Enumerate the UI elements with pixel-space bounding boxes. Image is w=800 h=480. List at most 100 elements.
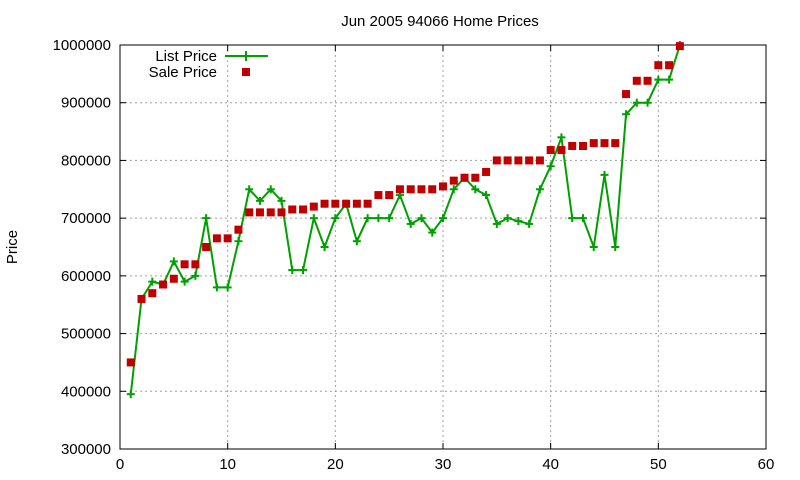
sale-price-point — [234, 225, 243, 234]
list-price-point — [255, 196, 264, 205]
sale-price-point — [632, 76, 641, 85]
legend-marker-sale-price — [242, 68, 250, 76]
list-price-point — [180, 277, 189, 286]
y-tick-label: 1000000 — [53, 37, 111, 54]
sale-price-point — [589, 139, 598, 148]
list-price-point — [126, 390, 135, 399]
y-tick-label: 900000 — [61, 95, 111, 112]
sale-price-point — [385, 191, 394, 200]
list-price-point — [320, 243, 329, 251]
x-tick-label: 0 — [116, 456, 124, 473]
list-price-point — [385, 214, 394, 223]
sale-price-point — [568, 142, 577, 150]
x-tick-label: 50 — [650, 456, 667, 473]
sale-price-point — [159, 280, 168, 289]
list-price-point — [212, 283, 221, 292]
axis-ticks: 0 10 20 30 40 50 60 300000 400000 500000 600000 700… — [53, 37, 775, 473]
sale-price-point — [439, 182, 447, 191]
sale-price-point — [654, 61, 663, 70]
list-price-point — [428, 228, 437, 237]
list-price-point — [363, 214, 372, 223]
sale-price-point — [288, 205, 297, 214]
list-price-point — [245, 185, 254, 194]
sale-price-point — [126, 358, 135, 367]
sale-price-point — [374, 191, 383, 200]
sale-price-point — [665, 61, 674, 70]
list-price-point — [665, 75, 674, 84]
list-price-point — [331, 214, 340, 223]
list-price-point — [503, 214, 512, 223]
sale-price-point — [449, 176, 458, 185]
sale-price-point — [535, 156, 544, 165]
list-price-point — [654, 75, 663, 84]
list-price-point — [643, 98, 652, 107]
list-price-point — [374, 214, 383, 223]
list-price-point — [277, 196, 286, 205]
sale-price-point — [428, 185, 437, 194]
sale-price-point — [525, 156, 534, 165]
sale-price-point — [223, 234, 232, 243]
list-price-point — [578, 214, 587, 223]
sale-price-point — [212, 234, 221, 243]
sale-price-point — [342, 199, 351, 208]
sale-price-point — [578, 142, 587, 150]
list-price-point — [622, 110, 631, 119]
list-price-point — [546, 162, 555, 171]
x-tick-label: 10 — [219, 456, 236, 473]
sale-price-point — [503, 156, 512, 165]
list-price-point — [169, 257, 178, 266]
y-tick-label: 700000 — [61, 210, 111, 227]
list-price-point — [589, 243, 598, 251]
series-layer — [126, 41, 684, 399]
x-tick-label: 60 — [758, 456, 775, 473]
sale-price-point — [299, 205, 308, 214]
list-price-point — [535, 185, 544, 194]
sale-price-point — [137, 294, 146, 303]
sale-price-point — [406, 185, 415, 194]
list-price-point — [352, 237, 361, 246]
list-price-point — [202, 214, 211, 223]
list-price-point — [439, 214, 447, 223]
list-price-point — [557, 133, 566, 142]
legend-label-list-price: List Price — [155, 48, 217, 65]
list-price-point — [449, 185, 458, 194]
list-price-point — [632, 98, 641, 107]
y-tick-label: 300000 — [61, 441, 111, 458]
sale-price-point — [417, 185, 426, 194]
chart-title: Jun 2005 94066 Home Prices — [341, 13, 539, 30]
list-price-point — [309, 214, 318, 223]
sale-price-point — [148, 289, 157, 298]
y-tick-label: 500000 — [61, 326, 111, 343]
list-price-point — [525, 219, 534, 228]
list-price-point — [514, 217, 523, 226]
sale-price-point — [460, 173, 469, 182]
sale-price-point — [471, 173, 480, 182]
sale-price-point — [309, 202, 318, 211]
list-price-point — [482, 191, 491, 200]
list-price-point — [223, 283, 232, 292]
sale-price-point — [352, 199, 361, 208]
sale-price-point — [600, 139, 609, 148]
sale-price-point — [643, 76, 652, 85]
sale-price-point — [245, 208, 254, 217]
legend-marker-list-price — [241, 51, 251, 61]
list-price-line — [129, 44, 681, 395]
grid — [120, 45, 766, 449]
list-price-point — [266, 185, 275, 194]
y-tick-label: 800000 — [61, 152, 111, 169]
sale-price-point — [611, 139, 620, 148]
sale-price-point — [169, 274, 178, 283]
sale-price-point — [395, 185, 404, 194]
sale-price-point — [320, 199, 329, 208]
sale-price-point — [492, 156, 501, 165]
legend-label-sale-price: Sale Price — [149, 64, 217, 81]
sale-price-point — [191, 260, 200, 269]
sale-price-point — [331, 199, 340, 208]
list-price-point — [492, 219, 501, 228]
legend: List Price Sale Price — [149, 48, 268, 81]
list-price-point — [471, 185, 480, 194]
x-tick-label: 40 — [542, 456, 559, 473]
sale-price-point — [546, 146, 555, 155]
x-tick-label: 30 — [435, 456, 452, 473]
